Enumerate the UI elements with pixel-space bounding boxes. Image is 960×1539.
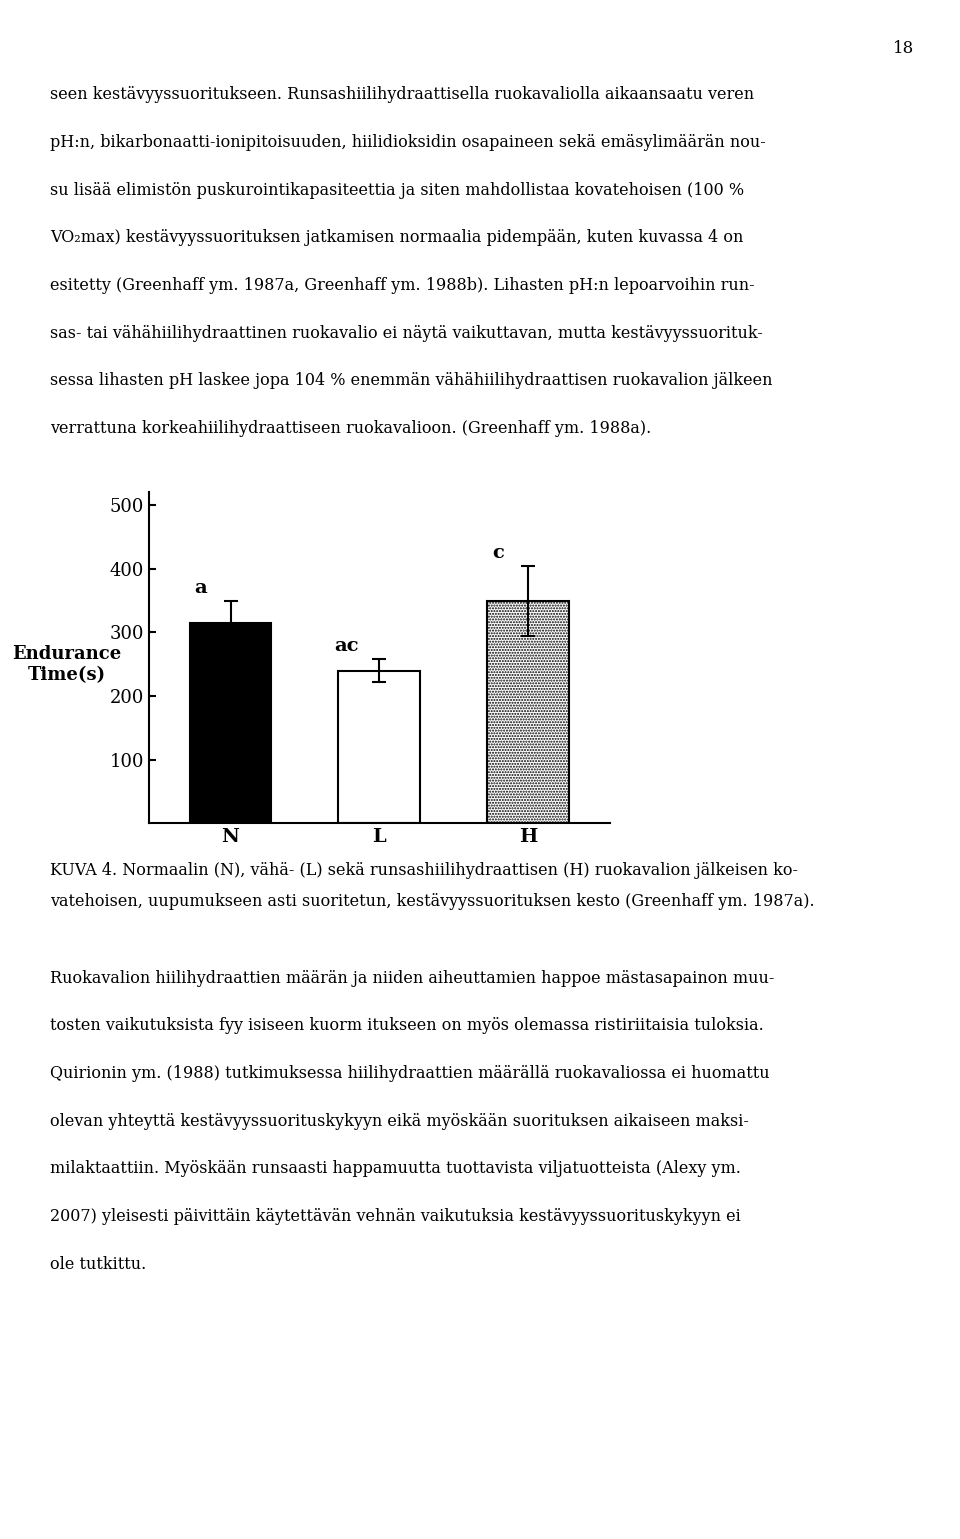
Text: olevan yhteyttä kestävyyssuorituskykyyn eikä myöskään suorituksen aikaiseen maks: olevan yhteyttä kestävyyssuorituskykyyn … — [50, 1113, 749, 1130]
Text: su lisää elimistön puskurointikapasiteettia ja siten mahdollistaa kovatehoisen (: su lisää elimistön puskurointikapasiteet… — [50, 182, 744, 199]
Text: 2007) yleisesti päivittäin käytettävän vehnän vaikutuksia kestävyyssuorituskykyy: 2007) yleisesti päivittäin käytettävän v… — [50, 1208, 741, 1225]
Text: Quirionin ym. (1988) tutkimuksessa hiilihydraattien määrällä ruokavaliossa ei hu: Quirionin ym. (1988) tutkimuksessa hiili… — [50, 1065, 770, 1082]
Text: ac: ac — [334, 637, 359, 656]
Text: c: c — [492, 543, 504, 562]
Text: 18: 18 — [893, 40, 914, 57]
Text: pH:n, bikarbonaatti-ionipitoisuuden, hiilidioksidin osapaineen sekä emäsylimäärä: pH:n, bikarbonaatti-ionipitoisuuden, hii… — [50, 134, 766, 151]
Text: Ruokavalion hiilihydraattien määrän ja niiden aiheuttamien happoe mästasapainon : Ruokavalion hiilihydraattien määrän ja n… — [50, 970, 775, 986]
Bar — [338, 671, 420, 823]
Text: sessa lihasten pH laskee jopa 104 % enemmän vähähiilihydraattisen ruokavalion jä: sessa lihasten pH laskee jopa 104 % enem… — [50, 372, 773, 389]
Text: ole tutkittu.: ole tutkittu. — [50, 1256, 146, 1273]
Text: VO₂max) kestävyyssuorituksen jatkamisen normaalia pidempään, kuten kuvassa 4 on: VO₂max) kestävyyssuorituksen jatkamisen … — [50, 229, 743, 246]
Bar — [190, 623, 272, 823]
Text: Endurance
Time(s): Endurance Time(s) — [12, 645, 122, 683]
Text: tosten vaikutuksista fyy isiseen kuorm itukseen on myös olemassa ristiriitaisia : tosten vaikutuksista fyy isiseen kuorm i… — [50, 1017, 763, 1034]
Text: esitetty (Greenhaff ym. 1987a, Greenhaff ym. 1988b). Lihasten pH:n lepoarvoihin : esitetty (Greenhaff ym. 1987a, Greenhaff… — [50, 277, 755, 294]
Text: a: a — [195, 579, 207, 597]
Bar — [487, 600, 568, 823]
Text: seen kestävyyssuoritukseen. Runsashiilihydraattisella ruokavaliolla aikaansaatu : seen kestävyyssuoritukseen. Runsashiilih… — [50, 86, 754, 103]
Text: milaktaattiin. Myöskään runsaasti happamuutta tuottavista viljatuotteista (Alexy: milaktaattiin. Myöskään runsaasti happam… — [50, 1160, 741, 1177]
Text: sas- tai vähähiilihydraattinen ruokavalio ei näytä vaikuttavan, mutta kestävyyss: sas- tai vähähiilihydraattinen ruokavali… — [50, 325, 763, 342]
Text: verrattuna korkeahiilihydraattiseen ruokavalioon. (Greenhaff ym. 1988a).: verrattuna korkeahiilihydraattiseen ruok… — [50, 420, 651, 437]
Text: KUVA 4. Normaalin (N), vähä- (L) sekä runsashiilihydraattisen (H) ruokavalion jä: KUVA 4. Normaalin (N), vähä- (L) sekä ru… — [50, 862, 798, 879]
Text: vatehoisen, uupumukseen asti suoritetun, kestävyyssuorituksen kesto (Greenhaff y: vatehoisen, uupumukseen asti suoritetun,… — [50, 893, 814, 910]
